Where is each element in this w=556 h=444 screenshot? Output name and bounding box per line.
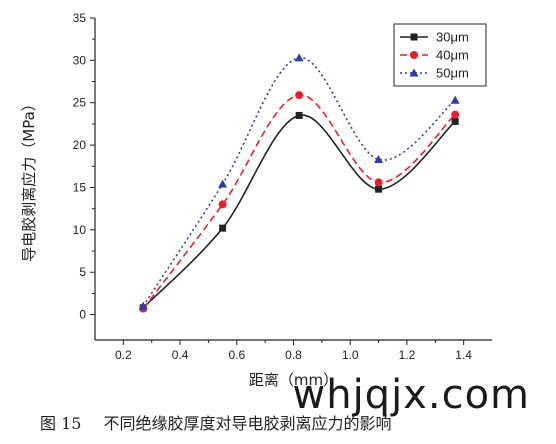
data-point xyxy=(295,91,304,100)
data-point xyxy=(451,117,459,125)
x-tick-label: 0.4 xyxy=(172,348,189,362)
data-point xyxy=(218,179,228,188)
x-tick-label: 1.0 xyxy=(342,348,359,362)
figure-caption: 图 15 不同绝缘胶厚度对导电胶剥离应力的影响 xyxy=(40,410,391,434)
y-tick-label: 5 xyxy=(79,265,86,279)
data-point xyxy=(450,95,460,104)
legend: 30μm 40μm 50μm xyxy=(393,23,487,87)
x-tick-label: 0.6 xyxy=(228,348,245,362)
data-point xyxy=(138,301,148,310)
y-tick-label: 10 xyxy=(73,223,87,237)
watermark: whjqjx.com xyxy=(292,372,530,418)
legend-marker xyxy=(410,33,418,41)
legend-marker xyxy=(409,68,419,77)
y-tick-label: 35 xyxy=(73,11,87,25)
figure-number: 图 15 xyxy=(40,414,82,433)
legend-label: 40μm xyxy=(436,48,469,63)
y-tick-label: 25 xyxy=(73,96,87,110)
legend-marker xyxy=(410,51,418,59)
x-tick-label: 0.8 xyxy=(285,348,302,362)
legend-label: 30μm xyxy=(436,30,469,45)
y-tick-label: 30 xyxy=(73,53,87,67)
y-tick-label: 20 xyxy=(73,138,87,152)
data-point xyxy=(375,185,383,193)
x-tick-label: 0.2 xyxy=(115,348,132,362)
data-point xyxy=(374,178,383,187)
data-point xyxy=(218,200,227,209)
x-tick-label: 1.4 xyxy=(455,348,472,362)
x-axis-title: 距离（mm） xyxy=(249,371,338,389)
y-axis-title: 导电胶剥离应力（MPa） xyxy=(20,96,38,262)
legend-label: 50μm xyxy=(436,66,469,81)
data-point xyxy=(374,155,384,164)
data-point xyxy=(295,111,303,119)
data-point xyxy=(219,224,227,232)
data-point xyxy=(294,53,304,62)
series-line-2 xyxy=(142,94,456,310)
series-line-1 xyxy=(142,114,456,309)
y-tick-label: 0 xyxy=(79,308,86,322)
x-tick-label: 1.2 xyxy=(399,348,416,362)
legend-box xyxy=(393,23,487,87)
y-tick-label: 15 xyxy=(73,180,87,194)
data-point xyxy=(451,110,460,119)
figure-caption-text: 不同绝缘胶厚度对导电胶剥离应力的影响 xyxy=(103,414,392,433)
